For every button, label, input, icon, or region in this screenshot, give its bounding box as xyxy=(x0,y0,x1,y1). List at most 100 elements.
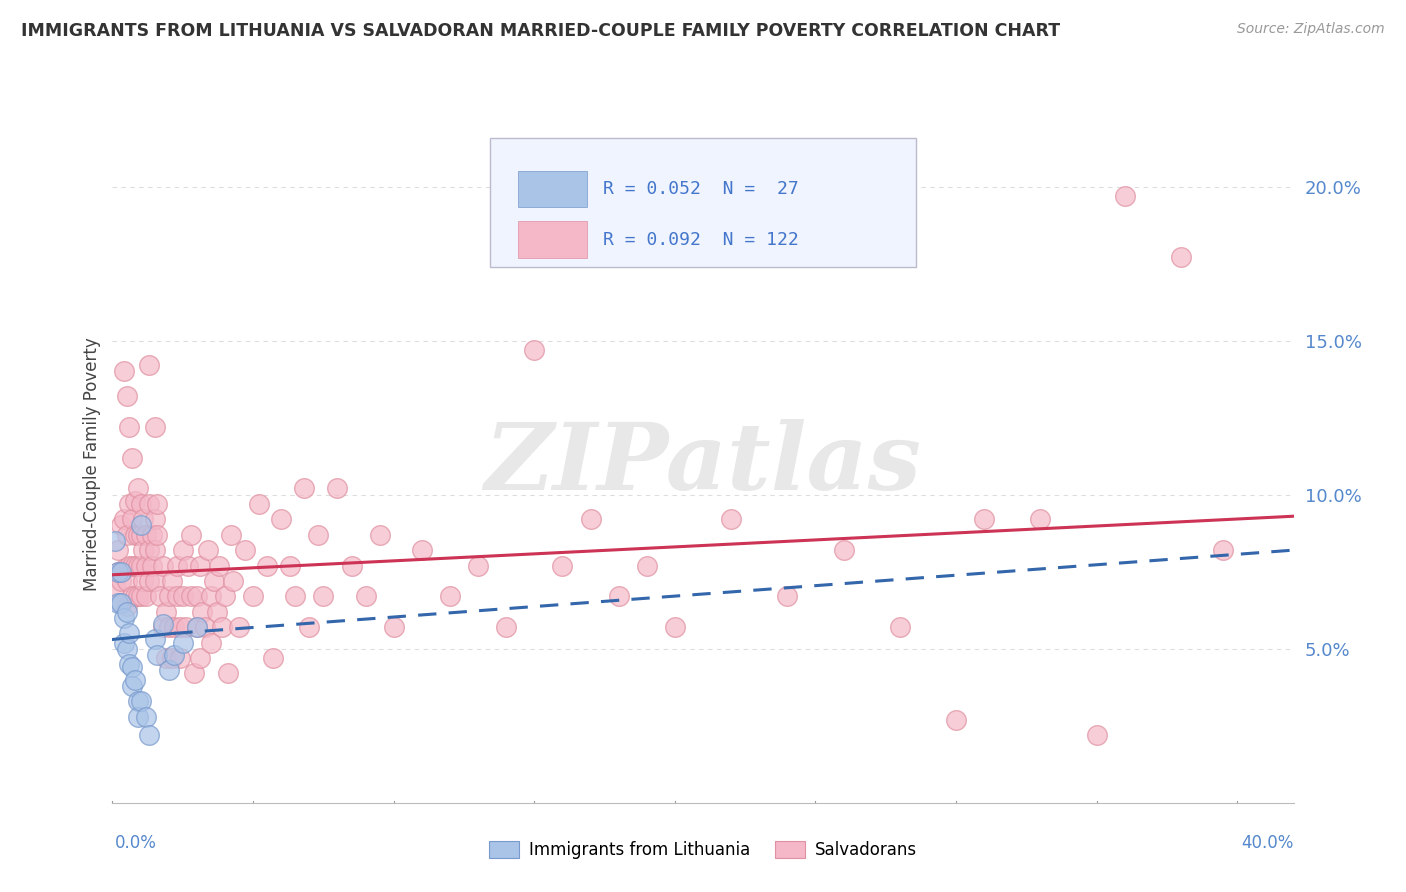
Point xyxy=(152,620,174,634)
Point xyxy=(720,512,742,526)
Point xyxy=(118,626,141,640)
Point xyxy=(262,651,284,665)
FancyBboxPatch shape xyxy=(517,170,588,207)
Point xyxy=(163,620,186,634)
Text: 40.0%: 40.0% xyxy=(1241,834,1294,852)
Point xyxy=(107,595,129,609)
Point xyxy=(191,605,214,619)
Point xyxy=(115,641,138,656)
Point xyxy=(467,558,489,573)
Point xyxy=(326,482,349,496)
Point xyxy=(172,590,194,604)
Point xyxy=(124,673,146,687)
Point xyxy=(160,574,183,588)
Point xyxy=(129,694,152,708)
Point xyxy=(188,651,211,665)
Point xyxy=(298,620,321,634)
Point xyxy=(115,599,138,613)
Point xyxy=(135,709,157,723)
Point xyxy=(110,565,132,579)
Text: IMMIGRANTS FROM LITHUANIA VS SALVADORAN MARRIED-COUPLE FAMILY POVERTY CORRELATIO: IMMIGRANTS FROM LITHUANIA VS SALVADORAN … xyxy=(21,22,1060,40)
Point xyxy=(152,558,174,573)
Text: Source: ZipAtlas.com: Source: ZipAtlas.com xyxy=(1237,22,1385,37)
Point xyxy=(143,420,166,434)
Point xyxy=(160,651,183,665)
Point xyxy=(141,558,163,573)
Point xyxy=(307,527,329,541)
Text: 0.0%: 0.0% xyxy=(115,834,157,852)
Point xyxy=(256,558,278,573)
Point xyxy=(115,574,138,588)
Point xyxy=(157,590,180,604)
Point xyxy=(340,558,363,573)
Point xyxy=(312,590,335,604)
Point xyxy=(214,590,236,604)
Point xyxy=(110,574,132,588)
Point xyxy=(129,558,152,573)
Point xyxy=(129,590,152,604)
Point xyxy=(183,666,205,681)
Point xyxy=(200,635,222,649)
Point xyxy=(112,561,135,575)
Point xyxy=(110,595,132,609)
Point xyxy=(219,527,242,541)
Point xyxy=(110,518,132,533)
Point xyxy=(138,543,160,558)
Point xyxy=(411,543,433,558)
Point xyxy=(135,558,157,573)
Point xyxy=(439,590,461,604)
Point xyxy=(197,543,219,558)
Point xyxy=(354,590,377,604)
Point xyxy=(180,590,202,604)
Point xyxy=(278,558,301,573)
Point xyxy=(124,558,146,573)
Point xyxy=(776,590,799,604)
Point xyxy=(233,543,256,558)
Point xyxy=(579,512,602,526)
Point xyxy=(129,497,152,511)
Point xyxy=(169,620,191,634)
Point xyxy=(112,611,135,625)
Point xyxy=(112,364,135,378)
Point xyxy=(112,635,135,649)
Point xyxy=(121,558,143,573)
Point xyxy=(152,617,174,632)
Point xyxy=(110,595,132,609)
Point xyxy=(188,558,211,573)
Point xyxy=(118,657,141,672)
Point xyxy=(292,482,315,496)
Point xyxy=(143,543,166,558)
Point xyxy=(205,605,228,619)
Point xyxy=(1085,728,1108,742)
Point xyxy=(180,527,202,541)
Point xyxy=(129,518,152,533)
Text: R = 0.052  N =  27: R = 0.052 N = 27 xyxy=(603,180,799,198)
Point xyxy=(138,574,160,588)
Point xyxy=(157,620,180,634)
Point xyxy=(186,590,208,604)
Point xyxy=(247,497,270,511)
Point xyxy=(132,543,155,558)
Point xyxy=(143,574,166,588)
Point xyxy=(1029,512,1052,526)
Point xyxy=(107,543,129,558)
Point xyxy=(607,590,630,604)
Point xyxy=(186,620,208,634)
Point xyxy=(118,420,141,434)
Point xyxy=(382,620,405,634)
Point xyxy=(200,590,222,604)
Point xyxy=(186,620,208,634)
Point xyxy=(127,482,149,496)
Point xyxy=(636,558,658,573)
Point xyxy=(284,590,307,604)
Point xyxy=(127,527,149,541)
Point xyxy=(112,512,135,526)
Point xyxy=(138,497,160,511)
Text: R = 0.092  N = 122: R = 0.092 N = 122 xyxy=(603,231,799,249)
Legend: Immigrants from Lithuania, Salvadorans: Immigrants from Lithuania, Salvadorans xyxy=(482,834,924,866)
Point xyxy=(127,558,149,573)
Point xyxy=(889,620,911,634)
Point xyxy=(118,558,141,573)
Point xyxy=(143,632,166,647)
Point xyxy=(129,527,152,541)
